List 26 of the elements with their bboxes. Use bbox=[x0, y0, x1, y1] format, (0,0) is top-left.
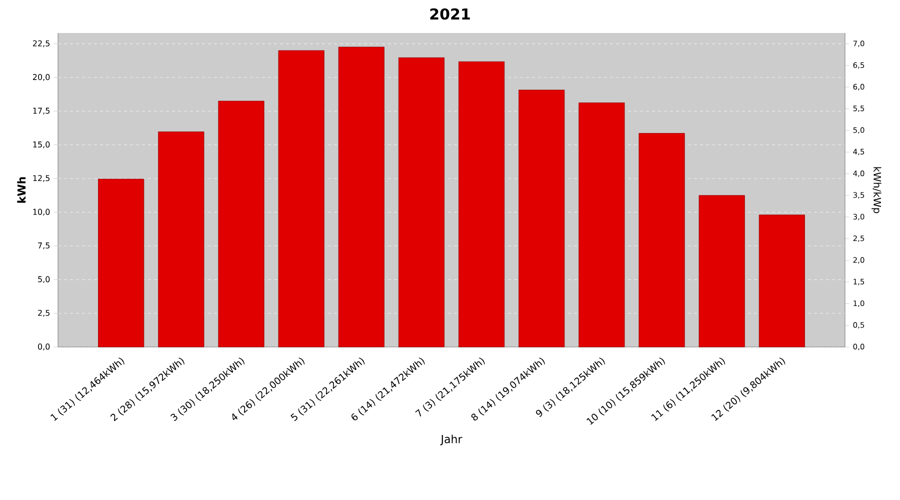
y-tick-label: 20,0 bbox=[32, 74, 50, 81]
y-tick-label: 15,0 bbox=[33, 141, 50, 148]
bar bbox=[158, 132, 204, 348]
bar bbox=[578, 102, 625, 348]
bar bbox=[458, 61, 505, 348]
chart-title: 2021 bbox=[430, 8, 470, 20]
bar bbox=[758, 214, 805, 348]
y-tick-label: 2,5 bbox=[38, 310, 50, 317]
y-tick-label: 12,5 bbox=[33, 175, 50, 182]
y2-axis-title: kWh/kWp bbox=[872, 167, 882, 214]
bar bbox=[638, 133, 685, 348]
bar bbox=[518, 90, 565, 348]
y-tick-label: 5,0 bbox=[38, 276, 50, 284]
bar bbox=[278, 50, 324, 348]
bar bbox=[698, 195, 745, 348]
x-axis-title: Jahr bbox=[440, 434, 462, 446]
y-tick-label: 10,0 bbox=[33, 208, 50, 216]
y-tick-label: 7,5 bbox=[38, 242, 50, 250]
bar bbox=[98, 178, 144, 348]
bar bbox=[338, 46, 384, 348]
y-tick-label: 0,0 bbox=[38, 344, 50, 350]
y-tick-label: 22,5 bbox=[32, 40, 50, 48]
bar bbox=[398, 57, 444, 348]
bar bbox=[218, 100, 264, 348]
y-axis-title: kWh bbox=[17, 177, 26, 203]
y-tick-label: 17,5 bbox=[33, 108, 50, 115]
